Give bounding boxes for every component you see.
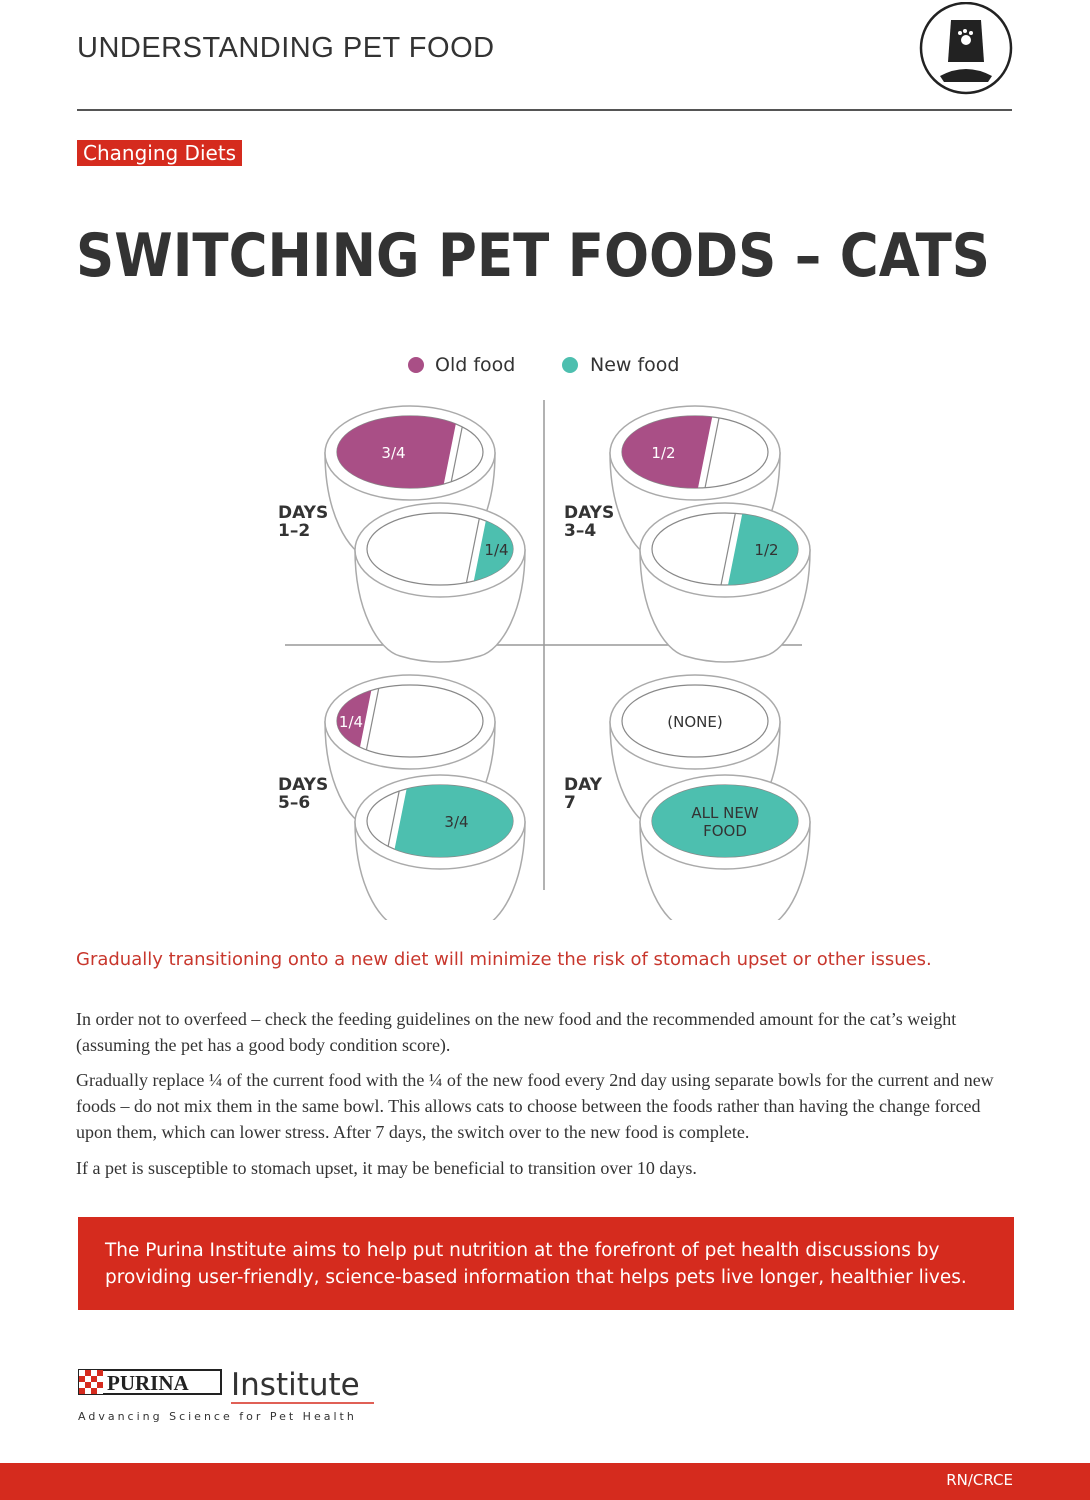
header-rule xyxy=(77,109,1012,111)
food xyxy=(337,416,459,488)
paragraph: Gradually replace ¼ of the current food … xyxy=(76,1070,994,1142)
food xyxy=(471,513,513,585)
legend-swatch xyxy=(408,357,424,373)
bowl: 3/4 xyxy=(354,774,526,920)
bowl: 1/2 xyxy=(639,502,811,663)
title-box: SWITCHING PET FOODS – CATS xyxy=(76,221,990,288)
stage-label: 3–4 xyxy=(564,521,596,541)
food xyxy=(652,785,798,857)
bowl-label: 1/4 xyxy=(484,541,508,559)
header-title: UNDERSTANDING PET FOOD xyxy=(77,32,495,64)
stage-label: DAYS xyxy=(564,503,614,523)
page-title: SWITCHING PET FOODS – CATS xyxy=(76,221,990,288)
footer-code: RN/CRCE xyxy=(946,1471,1013,1489)
paragraph: In order not to overfeed – check the fee… xyxy=(76,1009,957,1055)
bowl: 1/4 xyxy=(354,502,526,663)
logo-name: Institute xyxy=(231,1367,360,1403)
stage-label: 5–6 xyxy=(278,793,310,813)
bowl-label: 1/2 xyxy=(651,444,675,462)
section-tag: Changing Diets xyxy=(77,140,243,166)
paragraph: If a pet is susceptible to stomach upset… xyxy=(76,1158,697,1178)
bowl-label: 1/4 xyxy=(339,713,363,731)
bowl-inner xyxy=(621,684,769,758)
bowl-label: 3/4 xyxy=(444,813,468,831)
stage-label: DAYS xyxy=(278,503,328,523)
banner: The Purina Institute aims to help put nu… xyxy=(78,1217,1014,1310)
footer-bar: RN/CRCE xyxy=(0,1463,1090,1500)
legend-swatch xyxy=(562,357,578,373)
stage-label: DAYS xyxy=(278,775,328,795)
highlight: Gradually transitioning onto a new diet … xyxy=(76,949,932,970)
food-divider xyxy=(702,416,722,488)
logo: PURINA Institute Advancing Science for P… xyxy=(78,1367,374,1423)
food xyxy=(337,685,374,757)
food-divider xyxy=(463,513,483,585)
bowl-label: ALL NEW xyxy=(691,804,758,822)
food-divider xyxy=(718,513,738,585)
logo-tagline: Advancing Science for Pet Health xyxy=(78,1410,357,1423)
stage-label: DAY xyxy=(564,775,603,795)
header-icon xyxy=(919,2,1013,95)
bowl-label: (NONE) xyxy=(667,713,722,731)
bowl-label: 3/4 xyxy=(381,444,405,462)
diagram: Old food New food DAYS1–23/41/4DAYS3–41/… xyxy=(278,354,811,920)
bowl-label: FOOD xyxy=(703,822,747,840)
bowl-label: 1/2 xyxy=(754,541,778,559)
logo-brand: PURINA xyxy=(107,1371,189,1395)
stage-label: 7 xyxy=(564,793,576,813)
stage-label: 1–2 xyxy=(278,521,310,541)
legend-label: Old food xyxy=(435,354,515,376)
legend-label: New food xyxy=(590,354,679,376)
food xyxy=(391,785,513,857)
banner-text: The Purina Institute aims to help put nu… xyxy=(105,1240,967,1288)
